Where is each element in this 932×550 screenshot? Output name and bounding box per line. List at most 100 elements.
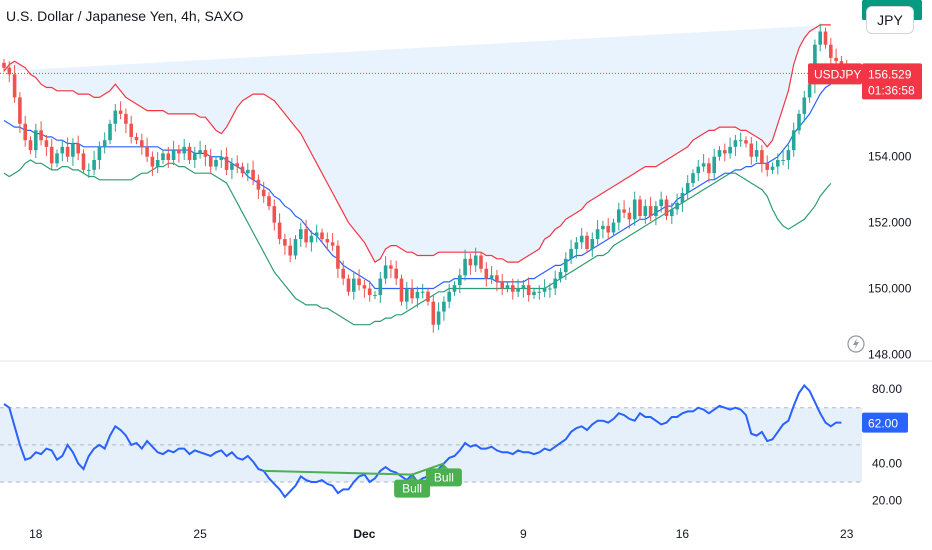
candle [28, 136, 33, 155]
candle-body [442, 301, 446, 312]
candle-body [760, 150, 764, 164]
candle-body [182, 146, 186, 154]
candle [288, 237, 292, 263]
candle-body [256, 179, 261, 190]
rsi-line [3, 383, 842, 499]
bull-label-text: Bull [434, 470, 454, 484]
candle-body [585, 235, 589, 249]
candle-body [60, 146, 65, 154]
candle [87, 163, 91, 178]
candle [367, 280, 372, 302]
candle-body [346, 278, 351, 292]
candle [161, 149, 165, 164]
candle [532, 287, 536, 300]
candle [548, 283, 552, 298]
candle [463, 249, 467, 281]
candle [776, 153, 780, 175]
candle-body [638, 199, 642, 216]
candle-body [627, 212, 632, 220]
candle-body [12, 74, 17, 98]
candle [707, 158, 711, 183]
candle [256, 174, 261, 199]
candle-body [18, 97, 22, 124]
candle-body [590, 239, 595, 249]
candle-body [537, 291, 542, 293]
candle-body [405, 288, 409, 302]
candle [44, 134, 49, 157]
candle [585, 231, 589, 253]
candle-body [675, 202, 679, 210]
candle [765, 155, 769, 177]
candle-body [267, 196, 271, 207]
candle [781, 150, 785, 166]
candle [738, 132, 743, 147]
candle [479, 251, 483, 273]
bull-label-text: Bull [402, 482, 422, 496]
candle-body [807, 84, 812, 98]
candle-body [738, 140, 743, 142]
candle-body [150, 156, 155, 167]
candle [505, 281, 510, 293]
price-axis-tick: 150.000 [868, 281, 912, 295]
candle-body [198, 150, 202, 154]
candle-body [569, 248, 573, 259]
candle-body [299, 229, 303, 240]
candle-body [124, 113, 128, 124]
candle [611, 218, 616, 237]
candle-body [542, 288, 547, 292]
candle-body [622, 209, 626, 213]
candle-body [134, 136, 139, 141]
candle [283, 233, 287, 255]
candle-body [76, 143, 80, 154]
candle-body [410, 288, 414, 299]
candle [617, 202, 621, 231]
candle [214, 156, 218, 171]
candle-body [701, 163, 706, 167]
candle-body [829, 44, 833, 58]
time-axis-tick: 18 [29, 527, 43, 541]
candle [458, 268, 462, 294]
candle [442, 296, 446, 321]
candle-body [723, 150, 727, 154]
candle [680, 187, 685, 213]
time-axis-tick: Dec [353, 527, 375, 541]
candle [484, 262, 489, 287]
lightning-icon [847, 335, 865, 353]
candle [198, 140, 202, 159]
candle-body [707, 163, 711, 174]
candle-body [171, 150, 176, 160]
rsi-pane: Bull Bull [0, 383, 862, 499]
candle [341, 260, 345, 286]
candle-body [786, 150, 791, 160]
candle [352, 272, 356, 300]
candle-body [654, 206, 658, 216]
candle [654, 200, 658, 226]
candle-body [532, 291, 536, 296]
candle [373, 291, 377, 300]
candle-body [452, 285, 457, 292]
candle [829, 38, 833, 66]
candle [431, 295, 436, 333]
candle-body [691, 173, 695, 184]
candle-body [617, 209, 621, 223]
bull-label-pointer [408, 475, 417, 480]
candle [500, 273, 504, 296]
candle-body [770, 166, 775, 170]
candle-body [420, 291, 425, 293]
candle [177, 144, 181, 163]
candle-body [224, 156, 229, 170]
candle [691, 169, 695, 188]
last-price-tag-bg [862, 63, 922, 100]
candle-body [92, 160, 96, 170]
currency-button[interactable]: JPY [866, 6, 914, 34]
candle [378, 272, 383, 303]
candle [420, 283, 425, 299]
candle [314, 224, 319, 243]
candle [230, 158, 234, 180]
candle [60, 140, 65, 162]
candle [155, 152, 160, 174]
candle [92, 150, 96, 176]
candle-body [463, 258, 467, 276]
rsi-value-tag-text: 62.00 [868, 417, 898, 431]
